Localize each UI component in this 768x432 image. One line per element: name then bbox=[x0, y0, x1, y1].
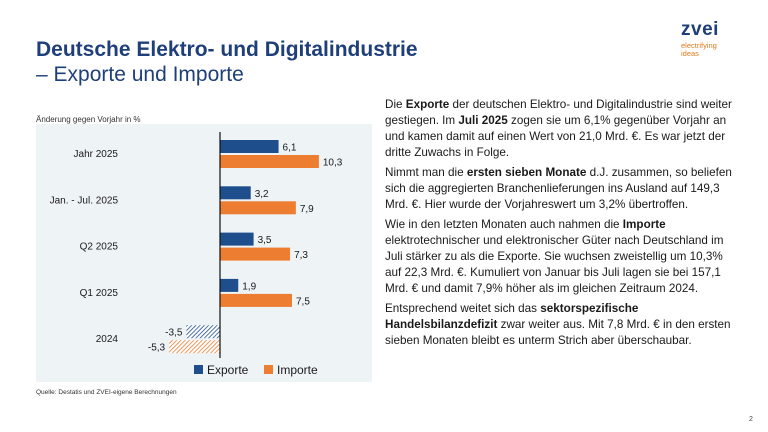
logo-mark: zvei bbox=[681, 19, 719, 40]
source-note: Quelle: Destatis und ZVEI-eigene Berechn… bbox=[36, 389, 177, 396]
text-run: zogen sie um 6,1% gegenüber Vorjahr an u… bbox=[385, 114, 727, 159]
text-run: Nimmt man die bbox=[385, 166, 467, 179]
logo-tagline-1: electrifying bbox=[681, 41, 717, 50]
paragraph-trade-balance: Entsprechend weitet sich das sektorspezi… bbox=[385, 301, 737, 349]
exporte-value-label: 3,5 bbox=[258, 235, 272, 246]
exporte-value-label: 6,1 bbox=[283, 143, 297, 154]
exporte-legend-label: Exporte bbox=[207, 363, 249, 377]
text-bold: Exporte bbox=[405, 98, 450, 111]
paragraph-imports: Wie in den letzten Monaten auch nahmen d… bbox=[385, 217, 737, 297]
exporte-bar bbox=[220, 232, 254, 246]
exporte-legend-swatch bbox=[194, 365, 203, 374]
exporte-bar bbox=[220, 140, 279, 153]
importe-value-label: 7,3 bbox=[294, 250, 308, 261]
chart-caption: Änderung gegen Vorjahr in % bbox=[36, 115, 141, 124]
importe-legend-swatch bbox=[264, 365, 273, 374]
category-label-2024: 2024 bbox=[96, 334, 119, 345]
category-label-jan-jul-2025: Jan. - Jul. 2025 bbox=[50, 195, 119, 206]
exporte-bar bbox=[186, 325, 220, 339]
bar-chart: Jahr 2025 6,1 10,3 Jan. - Jul. 2025 3,2 7,9 Q2… bbox=[50, 132, 343, 377]
category-label-jahr-2025: Jahr 2025 bbox=[74, 149, 119, 160]
category-label-q1-2025: Q1 2025 bbox=[80, 288, 119, 299]
text-bold: Importe bbox=[622, 218, 666, 231]
text-run: Entsprechend weitet sich das bbox=[385, 302, 541, 315]
exporte-value-label: 3,2 bbox=[255, 189, 269, 200]
importe-value-label: 10,3 bbox=[323, 158, 343, 169]
text-run: Die bbox=[385, 98, 406, 111]
importe-bar bbox=[220, 201, 296, 215]
importe-value-label: 7,5 bbox=[296, 296, 310, 307]
importe-bar bbox=[220, 247, 291, 261]
logo-tagline-2: ideas bbox=[681, 49, 699, 58]
page-title: Deutsche Elektro- und Digitalindustrie bbox=[36, 38, 418, 61]
text-bold: Juli 2025 bbox=[458, 114, 508, 127]
paragraph-exports: Die Exporte der deutschen Elektro- und D… bbox=[385, 97, 737, 161]
importe-bar bbox=[220, 155, 319, 168]
page-subtitle: – Exporte und Importe bbox=[36, 63, 244, 86]
page-number: 2 bbox=[749, 416, 753, 423]
importe-value-label: -5,3 bbox=[148, 343, 166, 354]
text-run: Wie in den letzten Monaten auch nahmen d… bbox=[385, 218, 623, 231]
text-run: elektrotechnischer und elektronischer Gü… bbox=[385, 234, 724, 295]
text-run: d.J. zusammen, so beliefen sich die aggr… bbox=[385, 166, 732, 211]
exporte-bar bbox=[220, 278, 239, 292]
category-label-q2-2025: Q2 2025 bbox=[80, 242, 119, 253]
text-run: der deutschen Elektro- und Digitalindust… bbox=[385, 98, 732, 127]
paragraph-seven-months: Nimmt man die ersten sieben Monate d.J. … bbox=[385, 165, 737, 213]
importe-bar bbox=[169, 340, 220, 354]
text-bold: sektorspezifische Handelsbilanzdefizit bbox=[385, 302, 639, 331]
text-run: zwar weiter aus. Mit 7,8 Mrd. € in den e… bbox=[385, 318, 731, 347]
exporte-value-label: 1,9 bbox=[242, 281, 256, 292]
importe-bar bbox=[220, 293, 292, 307]
commentary: Die Exporte der deutschen Elektro- und D… bbox=[385, 97, 737, 353]
importe-legend-label: Importe bbox=[277, 363, 318, 377]
text-bold: ersten sieben Monate bbox=[466, 166, 587, 179]
zvei-logo: zvei electrifying ideas bbox=[681, 20, 741, 58]
exporte-bar bbox=[220, 186, 251, 200]
importe-value-label: 7,9 bbox=[300, 204, 314, 215]
exporte-value-label: -3,5 bbox=[165, 328, 183, 339]
